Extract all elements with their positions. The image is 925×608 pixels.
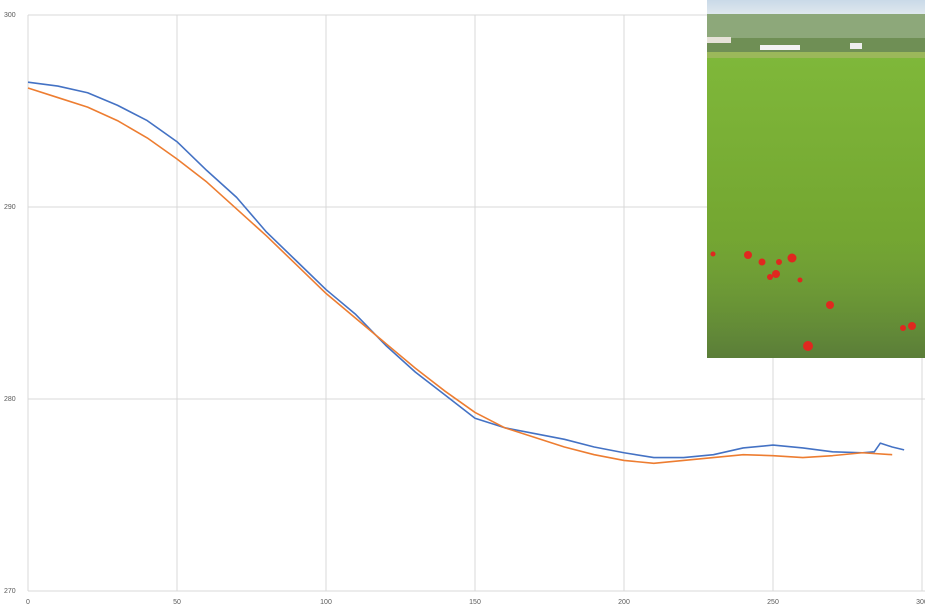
y-tick-label: 290: [4, 204, 16, 211]
x-tick-label: 150: [469, 599, 481, 606]
x-tick-label: 0: [26, 599, 30, 606]
chart: 270 280 290 300 0 50 100 150 200 250 300: [0, 0, 925, 608]
x-tick-label: 200: [618, 599, 630, 606]
y-tick-label: 300: [4, 12, 16, 19]
y-tick-label: 280: [4, 396, 16, 403]
photo-overlay: [707, 0, 925, 358]
x-tick-label: 250: [767, 599, 779, 606]
page: 270 280 290 300 0 50 100 150 200 250 300: [0, 0, 925, 608]
y-tick-label: 270: [4, 588, 16, 595]
x-tick-label: 50: [173, 599, 181, 606]
x-tick-label: 100: [320, 599, 332, 606]
x-tick-label: 300: [916, 599, 925, 606]
